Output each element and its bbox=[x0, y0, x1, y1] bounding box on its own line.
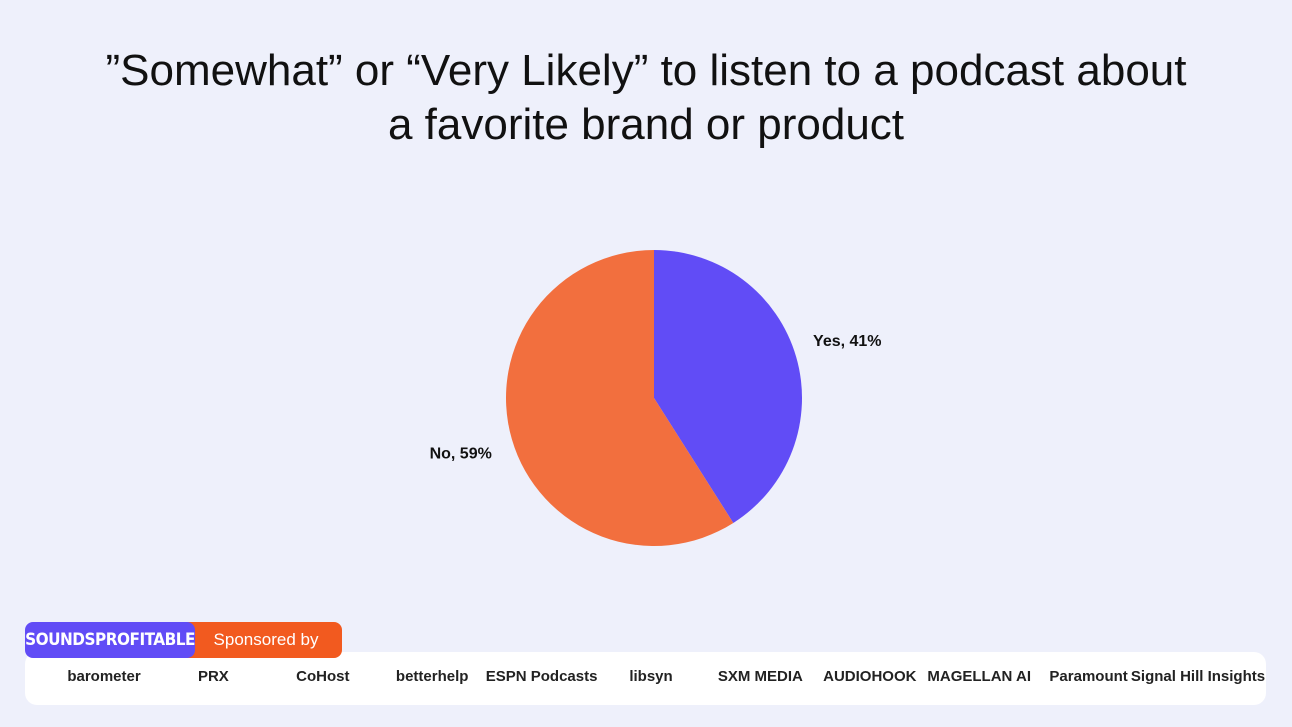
sponsored-label: Sponsored by bbox=[180, 622, 342, 658]
sponsor-logo: MAGELLAN AI bbox=[927, 668, 1031, 685]
data-label: No, 59% bbox=[430, 445, 492, 462]
sponsor-logo: betterhelp bbox=[395, 668, 469, 685]
sponsor-logo: AUDIOHOOK bbox=[823, 668, 917, 685]
sponsor-bar bbox=[25, 652, 1266, 705]
sponsor-logo: CoHost bbox=[296, 668, 350, 685]
sponsor-logo: ESPN Podcasts bbox=[485, 668, 598, 685]
sponsor-logo: libsyn bbox=[629, 668, 673, 685]
pie-slice bbox=[654, 250, 802, 523]
sponsor-logo: Signal Hill Insights bbox=[1130, 668, 1266, 685]
sponsor-logo: Paramount bbox=[1049, 668, 1128, 685]
sponsor-logo: PRX bbox=[197, 668, 229, 685]
sponsor-logo: SXM MEDIA bbox=[717, 668, 803, 685]
data-label: Yes, 41% bbox=[813, 333, 882, 350]
brand-logo: SOUNDSPROFITABLE bbox=[25, 622, 195, 658]
chart-title: ”Somewhat” or “Very Likely” to listen to… bbox=[105, 46, 1187, 149]
pie-slice bbox=[506, 250, 734, 546]
sponsor-logo: barometer bbox=[67, 668, 141, 685]
